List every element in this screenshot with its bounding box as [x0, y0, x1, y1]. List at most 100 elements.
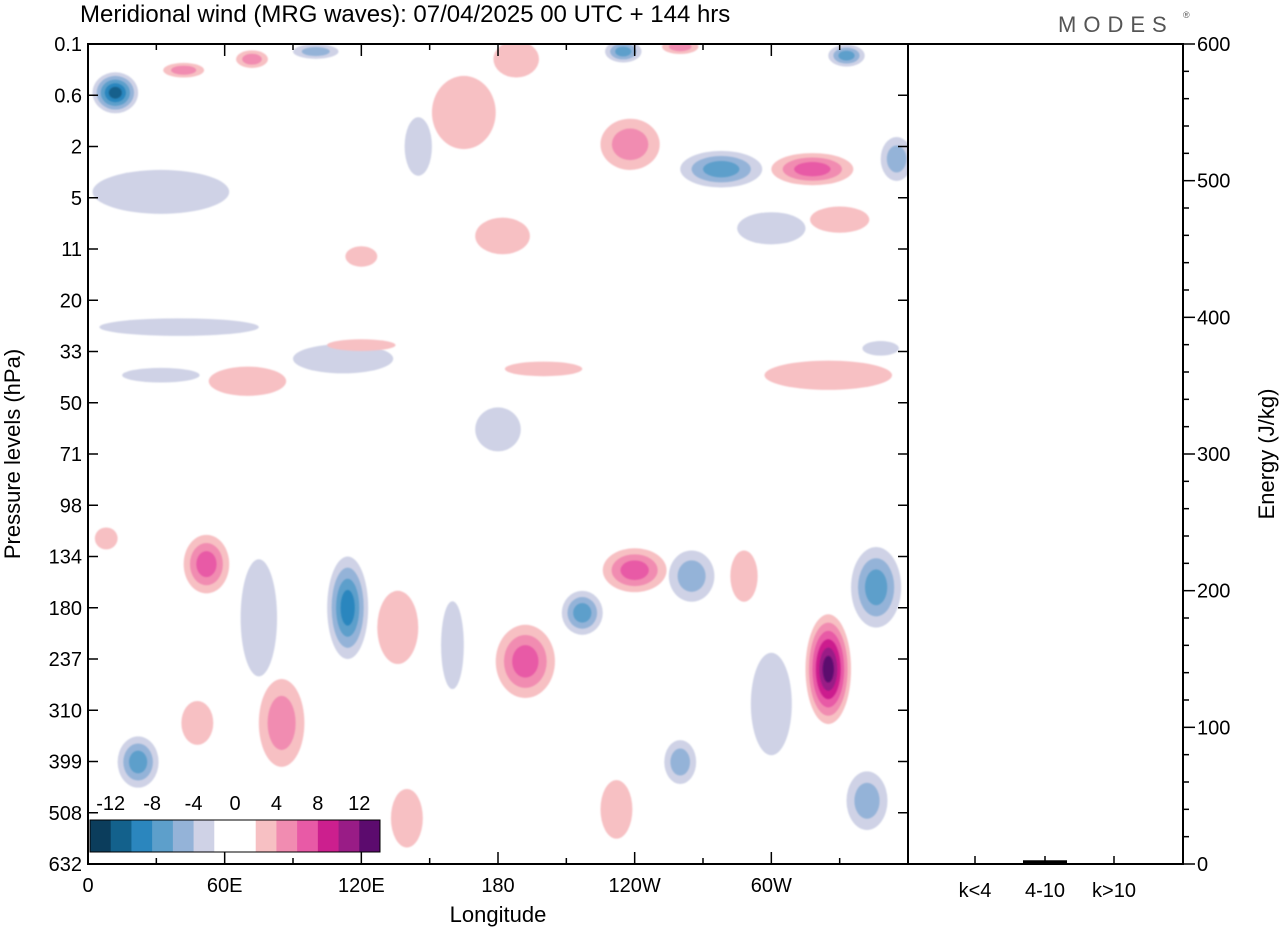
contour-band: [703, 161, 740, 178]
contour-band: [181, 700, 214, 745]
contour-band: [340, 589, 355, 626]
wind-anomaly-region: [737, 212, 806, 245]
logo-registered-mark: ®: [1183, 10, 1190, 20]
energy-tick-label: 200: [1197, 581, 1230, 603]
contour-band: [327, 339, 396, 351]
energy-tick-label: 100: [1197, 717, 1230, 739]
wind-anomaly-region: [163, 62, 205, 78]
contour-band: [431, 75, 496, 150]
contour-band: [108, 86, 122, 99]
wind-anomaly-region: [293, 44, 339, 59]
wind-anomaly-region: [605, 44, 642, 63]
x-tick-label: 60W: [751, 875, 792, 897]
wind-anomaly-region: [240, 559, 278, 677]
contour-band: [615, 46, 632, 57]
wind-anomaly-region: [293, 344, 394, 374]
wind-anomaly-region: [431, 75, 496, 150]
contour-band: [240, 559, 278, 677]
contour-band: [573, 603, 592, 623]
wind-anomaly-region: [846, 771, 888, 831]
wind-anomaly-region: [92, 72, 139, 114]
contour-band: [810, 206, 870, 233]
pressure-axis: 0.1 0.6 2 5 11 20 33 50 71 98 134 180 237 310 399 508 63…: [49, 34, 908, 876]
wind-anomaly-region: [236, 50, 268, 68]
colorbar-swatch: [193, 820, 215, 852]
contour-band: [293, 344, 394, 374]
energy-frame: [907, 43, 1184, 865]
contour-band: [441, 601, 464, 690]
energy-tick-label: 500: [1197, 171, 1230, 193]
contour-band: [377, 590, 419, 664]
y-tick-label: 98: [60, 495, 82, 517]
y-axis-title: Pressure levels (hPa): [0, 349, 25, 559]
contour-band: [129, 750, 148, 774]
contour-band: [94, 527, 118, 550]
wind-anomaly-region: [327, 339, 396, 351]
chart-title: Meridional wind (MRG waves): 07/04/2025 …: [80, 1, 730, 28]
colorbar-swatch: [359, 820, 381, 852]
colorbar-label: 0: [229, 793, 240, 815]
y-tick-label: 632: [49, 854, 82, 876]
contour-band: [504, 361, 583, 377]
colorbar: -12 -8 -4 0 4 8 12: [89, 793, 381, 853]
x-tick-label: 120E: [338, 875, 385, 897]
wind-anomaly-region: [377, 590, 419, 664]
wind-anomaly-region: [750, 652, 792, 756]
energy-axis: 0 100 200 300 400 500 600: [1183, 34, 1230, 876]
energy-tick-label: 400: [1197, 307, 1230, 329]
contour-band: [677, 560, 706, 592]
x-tick-label: 60E: [207, 875, 243, 897]
wind-anomaly-region: [181, 700, 214, 745]
y-tick-label: 237: [49, 649, 82, 671]
wind-anomaly-region: [122, 367, 200, 383]
x-tick-label: 180: [481, 875, 514, 897]
contour-band: [670, 748, 691, 776]
wind-anomaly-region: [862, 341, 899, 356]
contour-band: [475, 407, 521, 452]
wind-anomaly-region: [828, 44, 865, 67]
contour-band: [345, 246, 378, 267]
colorbar-swatch: [297, 820, 319, 852]
category-label: k<4: [959, 880, 992, 902]
y-tick-label: 310: [49, 700, 82, 722]
contour-band: [475, 217, 530, 255]
contour-band: [171, 65, 197, 75]
y-tick-label: 5: [71, 188, 82, 210]
wind-anomaly-region: [602, 548, 667, 593]
wind-anomaly-region: [99, 318, 259, 336]
contour-band: [301, 46, 330, 57]
contour-band: [822, 655, 834, 683]
wind-anomaly-region: [668, 550, 715, 602]
contour-band: [242, 53, 262, 65]
wind-anomaly-region: [327, 556, 369, 659]
colorbar-label: -4: [185, 793, 203, 815]
wind-anomaly-region: [258, 679, 305, 767]
wind-anomaly-region: [664, 740, 697, 784]
contour-band: [404, 117, 432, 176]
y-tick-label: 0.1: [54, 34, 82, 56]
wind-anomaly-region: [208, 366, 287, 396]
wind-anomaly-region: [600, 780, 633, 839]
y-tick-label: 180: [49, 598, 82, 620]
wind-anomaly-region: [390, 788, 423, 848]
colorbar-swatch: [90, 820, 112, 852]
longitude-axis: 0 60E 120E 180 120W 60W: [82, 44, 909, 897]
energy-axis-title: Energy (J/kg): [1254, 389, 1279, 520]
contour-band: [764, 360, 893, 390]
category-label: 4-10: [1025, 880, 1065, 902]
contour-band: [862, 341, 899, 356]
y-tick-label: 71: [60, 444, 82, 466]
colorbar-swatch: [131, 820, 153, 852]
wind-anomaly-region: [117, 736, 159, 788]
colorbar-swatch: [317, 820, 340, 852]
wind-anomaly-region: [561, 590, 603, 635]
contour-band: [196, 551, 217, 578]
contour-band: [208, 366, 287, 396]
contour-band: [794, 162, 831, 177]
contour-band: [512, 645, 539, 678]
wind-anomaly-region: [600, 118, 660, 170]
colorbar-swatch: [276, 820, 298, 852]
wind-anomaly-region: [504, 361, 583, 377]
contour-band: [669, 44, 692, 52]
